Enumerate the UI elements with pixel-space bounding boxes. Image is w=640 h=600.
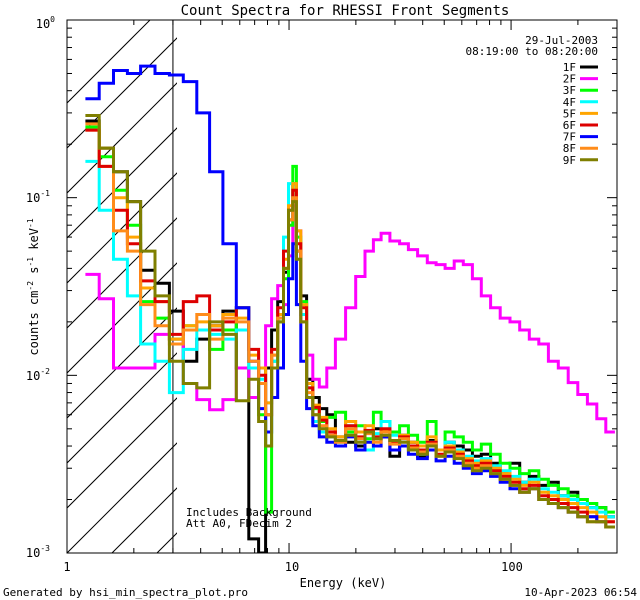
x-tick-labels: 1 10 100 bbox=[63, 560, 522, 574]
y-axis-label: counts cm-2 s-1 keV-1 bbox=[26, 218, 41, 355]
hatch-line bbox=[67, 352, 177, 464]
annotation-attenuator: Att A0, FDecim 2 bbox=[186, 517, 292, 530]
hatch-line bbox=[67, 397, 177, 509]
hatch-line bbox=[247, 0, 640, 553]
y-tick-label-1e-3: 10-3 bbox=[26, 544, 50, 560]
chart-title: Count Spectra for RHESSI Front Segments bbox=[181, 3, 510, 19]
x-tick-label-10: 10 bbox=[285, 560, 299, 574]
hatch-line bbox=[292, 0, 640, 553]
legend-label-6F: 6F bbox=[563, 119, 576, 132]
axis-ticks bbox=[66, 19, 618, 554]
legend-label-5F: 5F bbox=[563, 107, 576, 120]
annotation-background: Includes Background bbox=[186, 506, 312, 519]
series-line-8F bbox=[85, 122, 615, 529]
footer-timestamp: 10-Apr-2023 06:54 bbox=[524, 586, 637, 599]
footer-generated-by: Generated by hsi_min_spectra_plot.pro bbox=[3, 586, 248, 599]
legend-label-8F: 8F bbox=[563, 142, 576, 155]
excluded-region-hatch bbox=[67, 0, 640, 553]
legend-label-2F: 2F bbox=[563, 73, 576, 86]
date-label: 29-Jul-2003 bbox=[525, 34, 598, 47]
legend-label-3F: 3F bbox=[563, 84, 576, 97]
y-tick-label-1e0: 100 bbox=[36, 15, 55, 31]
series-line-9F bbox=[85, 114, 615, 529]
hatch-line bbox=[67, 442, 177, 553]
legend-label-1F: 1F bbox=[563, 61, 576, 74]
hatch-line bbox=[67, 20, 151, 104]
hatch-line bbox=[607, 0, 640, 553]
y-tick-label-1e-2: 10-2 bbox=[26, 367, 50, 383]
series-line-2F bbox=[85, 204, 615, 434]
time-range-label: 08:19:00 to 08:20:00 bbox=[466, 45, 598, 58]
legend-label-4F: 4F bbox=[563, 96, 576, 109]
legend-label-9F: 9F bbox=[563, 154, 576, 167]
hatch-line bbox=[67, 127, 177, 239]
x-tick-label-100: 100 bbox=[501, 560, 523, 574]
plot-frame bbox=[66, 19, 618, 554]
legend-label-7F: 7F bbox=[563, 131, 576, 144]
hatch-line bbox=[67, 37, 177, 149]
hatch-line bbox=[67, 217, 177, 329]
hatch-line bbox=[67, 172, 177, 284]
series-lines bbox=[85, 64, 615, 553]
x-axis-label: Energy (keV) bbox=[300, 576, 387, 590]
y-tick-label-1e-1: 10-1 bbox=[26, 189, 50, 205]
y-tick-labels: 10-3 10-2 10-1 100 bbox=[26, 15, 55, 560]
x-tick-label-1: 1 bbox=[63, 560, 70, 574]
